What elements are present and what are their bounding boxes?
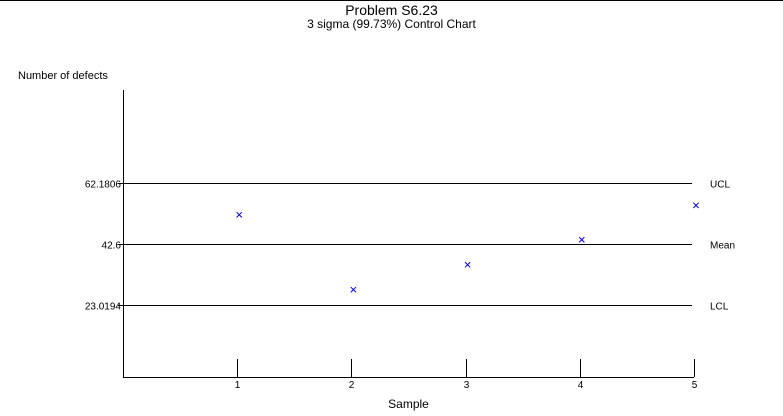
data-point-sample-2 xyxy=(350,286,357,293)
data-point-sample-4 xyxy=(578,236,585,243)
data-point-sample-5 xyxy=(693,202,699,209)
data-point-sample-3 xyxy=(464,261,471,268)
ucl-name-label: UCL xyxy=(710,180,730,191)
ucl-value-label: 62.1806 xyxy=(85,180,122,191)
lcl-name-label: LCL xyxy=(710,302,729,313)
x-tick-label-5: 5 xyxy=(692,380,698,391)
top-border-line xyxy=(0,0,783,1)
x-tick-label-3: 3 xyxy=(464,380,470,391)
x-tick-label-4: 4 xyxy=(578,380,584,391)
chart-subtitle: 3 sigma (99.73%) Control Chart xyxy=(307,17,476,31)
lcl-value-label: 23.0194 xyxy=(85,302,122,313)
x-tick-label-2: 2 xyxy=(349,380,355,391)
mean-name-label: Mean xyxy=(710,241,735,252)
chart-title: Problem S6.23 xyxy=(345,2,438,18)
x-tick-label-1: 1 xyxy=(235,380,241,391)
data-point-sample-1 xyxy=(236,211,243,218)
y-axis-label: Number of defects xyxy=(18,70,108,82)
mean-value-label: 42.6 xyxy=(102,241,122,252)
x-axis-label: Sample xyxy=(388,397,429,411)
